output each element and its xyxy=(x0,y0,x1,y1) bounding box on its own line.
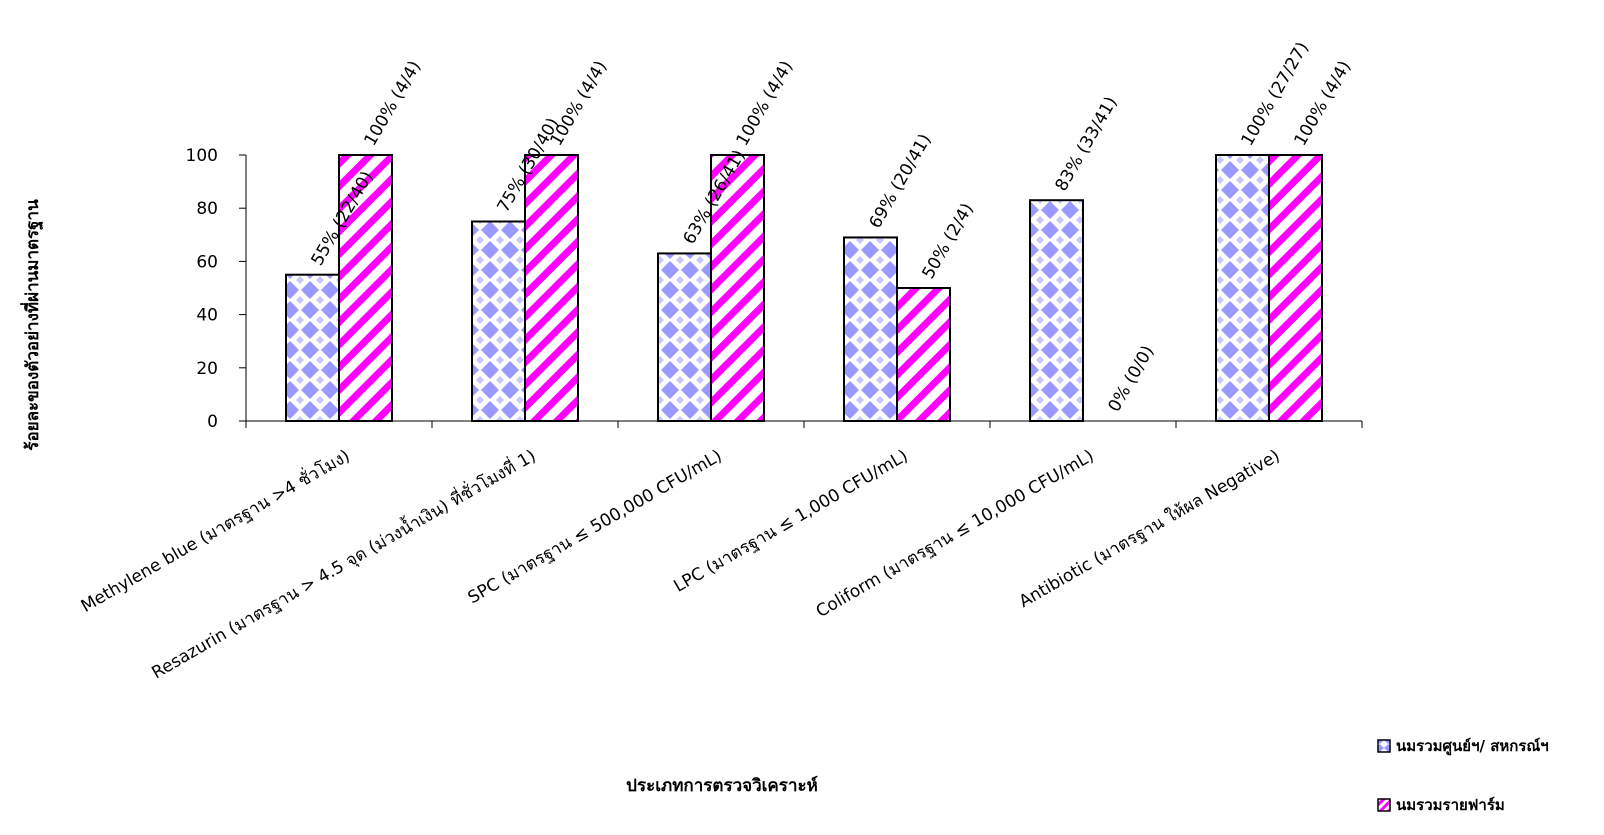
data-label-series-1: 69% (20/41) xyxy=(866,131,936,232)
x-axis-title: ประเภทการตรวจวิเคราะห์ xyxy=(626,775,818,796)
y-tick-label: 40 xyxy=(196,306,218,326)
legend-label-series-2: นมรวมรายฟาร์ม xyxy=(1396,796,1505,814)
legend-item-series-2: นมรวมรายฟาร์ม xyxy=(1378,796,1505,814)
bar-series-1 xyxy=(472,222,525,422)
data-label-series-2: 50% (2/4) xyxy=(919,200,978,283)
y-tick-label: 60 xyxy=(196,252,218,272)
bar-series-2 xyxy=(525,155,578,421)
data-label-series-2: 100% (4/4) xyxy=(547,58,612,150)
bar-series-1 xyxy=(286,275,339,421)
y-tick-label: 0 xyxy=(207,412,218,432)
y-ticks-group: 0 20 40 60 80 100 xyxy=(186,146,246,432)
data-label-series-2: 0% (0/0) xyxy=(1105,342,1159,415)
category-labels-group: Methylene blue (มาตรฐาน >4 ชั่วโมง)Resaz… xyxy=(76,443,1283,683)
bar-series-1 xyxy=(844,237,897,421)
y-tick-label: 20 xyxy=(196,359,218,379)
y-axis-title: ร้อยละของตัวอย่างที่ผ่านมาตรฐาน xyxy=(20,199,44,451)
data-label-series-2: 100% (4/4) xyxy=(733,58,798,150)
data-labels-group: 55% (22/40)100% (4/4)75% (30/40)100% (4/… xyxy=(308,39,1356,416)
bar-series-1 xyxy=(1030,200,1083,421)
legend-label-series-1: นมรวมศูนย์ฯ/ สหกรณ์ฯ xyxy=(1396,737,1549,756)
x-ticks-group xyxy=(246,421,1362,428)
legend-swatch-series-1 xyxy=(1378,740,1390,752)
y-tick-label: 100 xyxy=(186,146,218,166)
y-tick-label: 80 xyxy=(196,199,218,219)
legend-item-series-1: นมรวมศูนย์ฯ/ สหกรณ์ฯ xyxy=(1378,737,1549,756)
legend: นมรวมศูนย์ฯ/ สหกรณ์ฯ นมรวมรายฟาร์ม xyxy=(1378,737,1549,814)
bars-group xyxy=(286,155,1322,421)
category-label: Resazurin (มาตรฐาน > 4.5 จุด (ม่วงน้ำเงิ… xyxy=(147,443,540,683)
bar-series-1 xyxy=(658,253,711,421)
data-label-series-2: 100% (4/4) xyxy=(361,58,426,150)
bar-series-1 xyxy=(1216,155,1269,421)
bar-series-2 xyxy=(1269,155,1322,421)
data-label-series-1: 83% (33/41) xyxy=(1052,93,1122,194)
bar-series-2 xyxy=(897,288,950,421)
legend-swatch-series-2 xyxy=(1378,799,1390,811)
data-label-series-2: 100% (4/4) xyxy=(1291,58,1356,150)
